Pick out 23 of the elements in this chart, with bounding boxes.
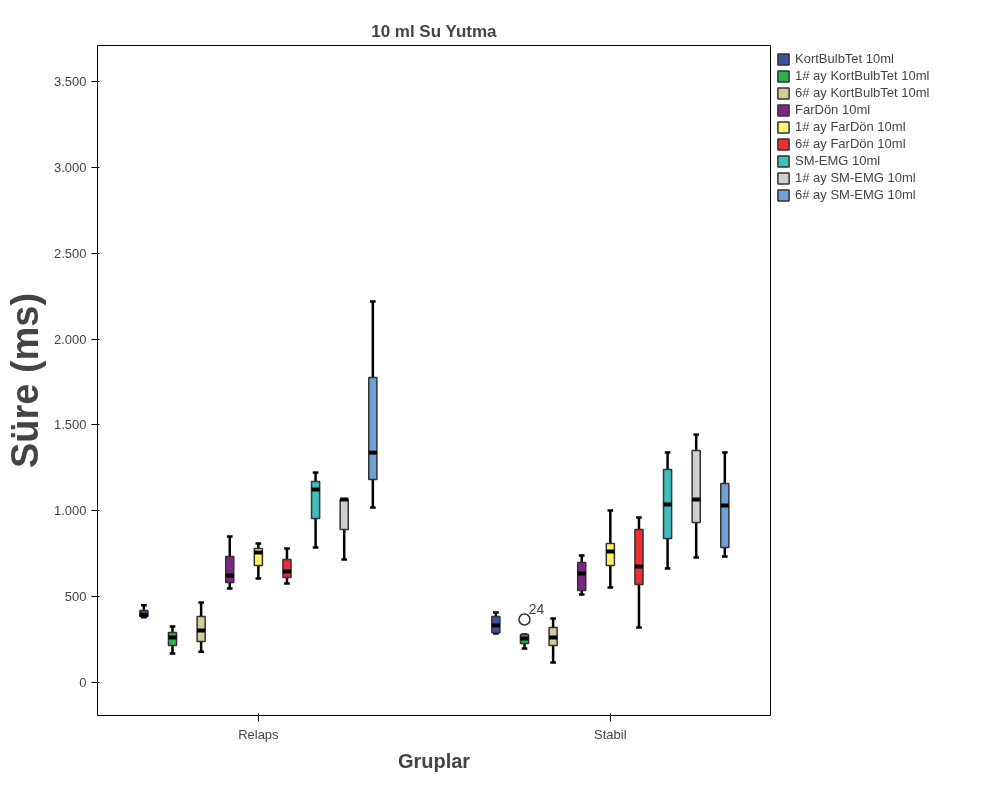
y-tick-label: 0: [79, 675, 87, 691]
legend-label: 6# ay SM-EMG 10ml: [795, 187, 916, 202]
y-tick-label: 2.500: [53, 245, 87, 261]
y-tick-label: 2.000: [53, 331, 87, 347]
legend-label: 6# ay KortBulbTet 10ml: [795, 85, 930, 100]
x-tick-label: Relaps: [238, 726, 280, 742]
legend-label: 1# ay SM-EMG 10ml: [795, 170, 916, 185]
x-tick-label: Stabil: [594, 726, 627, 742]
y-tick-label: 1.000: [53, 503, 87, 519]
legend-label: 6# ay FarDön 10ml: [795, 136, 906, 151]
chart-title: 10 ml Su Yutma: [371, 21, 498, 41]
y-tick-label: 3.000: [53, 159, 87, 175]
legend-label: FarDön 10ml: [795, 102, 871, 117]
y-tick-label: 3.500: [53, 74, 87, 90]
y-axis-title: Süre (ms): [3, 292, 46, 469]
legend-label: KortBulbTet 10ml: [795, 51, 894, 66]
x-axis-title: Gruplar: [397, 749, 471, 772]
y-tick-label: 500: [64, 589, 87, 605]
legend-label: SM-EMG 10ml: [795, 153, 881, 168]
legend-label: 1# ay KortBulbTet 10ml: [795, 68, 930, 83]
legend-label: 1# ay FarDön 10ml: [795, 119, 906, 134]
annotation: 24: [528, 600, 545, 617]
y-tick-label: 1.500: [53, 417, 87, 433]
